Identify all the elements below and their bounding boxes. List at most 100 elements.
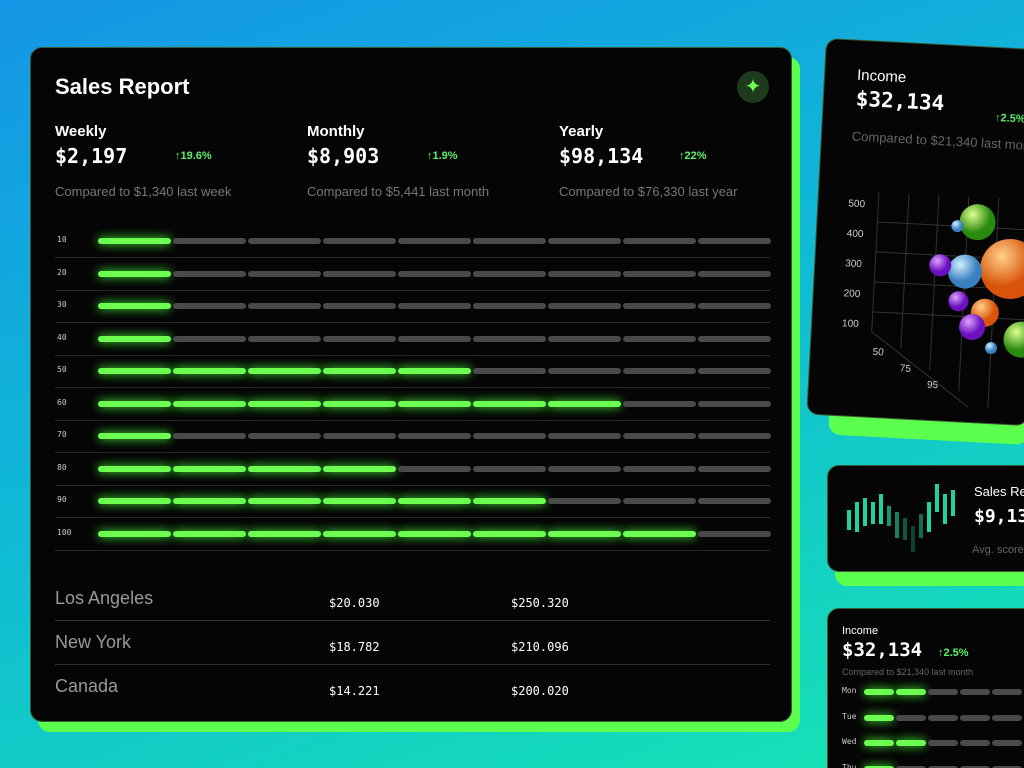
change: ↑2.5% <box>994 111 1024 126</box>
segment <box>248 270 321 277</box>
segment <box>623 238 696 244</box>
segment <box>928 714 958 721</box>
value: $32,134 <box>855 86 945 116</box>
segment <box>398 465 471 472</box>
segment <box>398 270 471 277</box>
segment <box>248 400 321 407</box>
segment <box>698 530 771 537</box>
amount: $250.320 <box>511 596 569 610</box>
segment <box>992 689 1022 695</box>
amount: $14.221 <box>329 684 380 698</box>
segment <box>173 465 246 472</box>
segment <box>623 335 696 342</box>
segment <box>698 465 771 472</box>
stat-label: Monthly <box>307 123 365 140</box>
segment <box>473 465 546 472</box>
row-separator <box>55 452 770 454</box>
segment <box>323 303 396 309</box>
segment <box>473 270 546 277</box>
amount: $200.020 <box>511 684 569 698</box>
row-separator <box>55 257 770 259</box>
progress-row <box>98 498 773 504</box>
stat-compare: Compared to $1,340 last week <box>55 184 232 199</box>
segment <box>960 689 990 695</box>
income-card: Income $32,134 ↑2.5% Compared to $21,340… <box>806 38 1024 427</box>
row-label: 20 <box>57 267 67 277</box>
stat-compare: Compared to $76,330 last year <box>559 184 738 199</box>
x-label: 75 <box>899 363 912 375</box>
x-label: 95 <box>926 379 939 392</box>
segment <box>928 765 958 768</box>
segment <box>323 238 396 244</box>
progress-row <box>98 335 773 342</box>
x-label: 50 <box>872 346 885 359</box>
segment <box>98 498 171 504</box>
row-label: 90 <box>57 495 67 504</box>
progress-row <box>864 714 1024 721</box>
segment <box>173 270 246 277</box>
y-label: 300 <box>844 258 863 271</box>
stat-compare: Compared to $5,441 last month <box>307 184 490 199</box>
segment <box>98 335 171 342</box>
segment <box>623 465 696 472</box>
compare: Compared to $21,340 last month <box>842 667 974 677</box>
segment <box>248 368 321 374</box>
segment <box>896 689 926 695</box>
segment <box>473 433 546 439</box>
segment <box>698 238 771 244</box>
segment <box>173 400 246 407</box>
segment <box>548 400 621 407</box>
row-label: 40 <box>57 332 67 342</box>
city: New York <box>55 632 132 652</box>
segment <box>323 530 396 537</box>
segment <box>248 498 321 504</box>
segment <box>248 530 321 537</box>
sparkle-button[interactable]: ✦ <box>737 71 769 103</box>
segment <box>323 433 396 439</box>
segment <box>896 740 926 746</box>
segment <box>992 765 1022 768</box>
segment <box>323 400 396 407</box>
segment <box>473 498 546 504</box>
progress-row <box>98 238 773 244</box>
segment <box>398 400 471 407</box>
segment <box>864 689 894 695</box>
segment <box>960 714 990 721</box>
stat-change: ↑1.9% <box>427 150 458 162</box>
progress-row <box>98 368 773 374</box>
row-label: 80 <box>57 462 67 472</box>
title: Sales Report <box>55 74 190 99</box>
segment <box>864 714 894 721</box>
segment <box>548 465 621 472</box>
sales-report-card: Sales Report ✦ Weekly $2,197 ↑19.6% Compare… <box>30 47 792 722</box>
segment <box>623 368 696 374</box>
segment <box>323 498 396 504</box>
row-label: 70 <box>57 430 67 439</box>
progress-row <box>98 465 773 472</box>
segment <box>173 368 246 374</box>
y-label: 200 <box>843 288 861 301</box>
segment <box>473 238 546 244</box>
segment <box>548 238 621 244</box>
segment <box>623 433 696 439</box>
row-label: 50 <box>57 365 67 374</box>
segment <box>928 689 958 695</box>
row-separator <box>55 354 770 356</box>
segment <box>896 765 926 768</box>
sales-mini-card: Sales Report $9,13 Avg. score <box>827 465 1024 572</box>
segment <box>248 433 321 439</box>
segment <box>698 303 771 309</box>
income-small-card: Income $32,134 ↑2.5% Compared to $21,340… <box>827 608 1024 768</box>
segment <box>896 714 926 721</box>
segment <box>98 270 171 277</box>
segment <box>623 303 696 309</box>
segment <box>623 270 696 277</box>
segment <box>98 238 171 244</box>
segment <box>323 465 396 472</box>
row-label: 30 <box>57 300 67 309</box>
progress-row <box>864 740 1024 746</box>
segment <box>473 400 546 407</box>
segment <box>398 433 471 439</box>
segment <box>173 433 246 439</box>
segment <box>623 530 696 537</box>
